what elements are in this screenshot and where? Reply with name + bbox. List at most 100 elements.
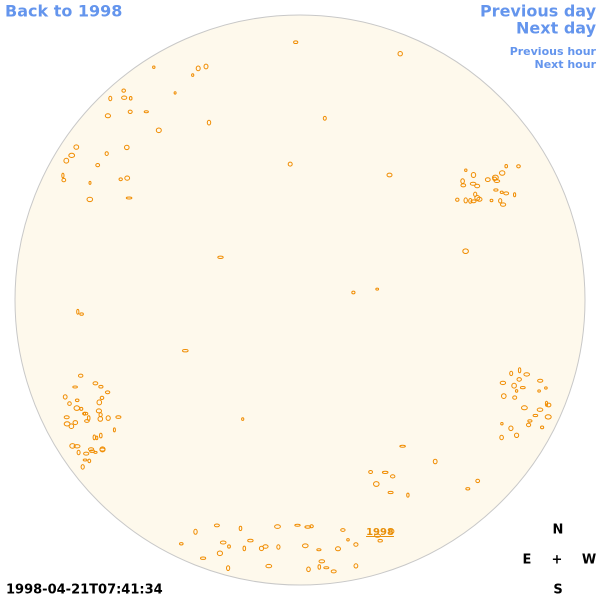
- feature: [216, 550, 223, 557]
- feature: [514, 432, 520, 438]
- feature: [489, 198, 494, 203]
- feature: [79, 406, 84, 411]
- feature: [193, 528, 198, 535]
- feature: [238, 525, 243, 532]
- feature: [523, 372, 531, 377]
- feature: [368, 470, 374, 474]
- feature: [227, 544, 231, 549]
- feature: [124, 175, 131, 181]
- feature: [287, 161, 293, 167]
- feature: [514, 389, 519, 393]
- feature: [468, 198, 473, 204]
- feature: [519, 386, 526, 390]
- feature: [517, 367, 522, 374]
- feature: [276, 544, 281, 550]
- feature: [105, 415, 111, 421]
- feature: [63, 415, 70, 420]
- feature: [465, 487, 471, 491]
- feature: [397, 51, 403, 57]
- previous-day-link[interactable]: Previous day: [480, 2, 597, 21]
- feature: [513, 192, 517, 198]
- feature: [80, 464, 85, 470]
- feature: [179, 542, 184, 546]
- feature: [499, 434, 504, 441]
- feature: [545, 402, 552, 408]
- feature: [258, 545, 265, 552]
- feature: [121, 95, 128, 100]
- feature: [304, 525, 312, 529]
- feature: [72, 420, 79, 426]
- feature: [322, 115, 327, 121]
- feature: [386, 172, 393, 178]
- feature: [335, 546, 341, 552]
- feature: [537, 389, 541, 393]
- feature: [503, 191, 510, 196]
- feature: [399, 444, 406, 448]
- feature: [375, 287, 380, 291]
- feature: [351, 290, 356, 295]
- feature: [63, 157, 70, 164]
- feature: [532, 413, 539, 418]
- feature: [124, 144, 130, 151]
- feature: [540, 425, 545, 430]
- feature: [353, 563, 359, 569]
- feature: [387, 490, 394, 495]
- next-day-link[interactable]: Next day: [516, 19, 597, 38]
- feature: [219, 540, 227, 545]
- back-link[interactable]: Back to 1998: [5, 2, 122, 21]
- feature: [544, 386, 548, 390]
- feature: [484, 177, 491, 183]
- feature: [76, 449, 81, 456]
- feature: [521, 405, 528, 411]
- feature: [476, 196, 483, 202]
- feature: [127, 109, 133, 115]
- feature: [475, 478, 481, 484]
- previous-hour-link[interactable]: Previous hour: [510, 45, 597, 58]
- magnetic-features: [61, 40, 552, 574]
- feature: [498, 198, 503, 204]
- feature: [203, 63, 209, 70]
- feature: [346, 538, 350, 542]
- feature: [377, 538, 383, 543]
- feature: [87, 458, 92, 464]
- feature: [226, 565, 231, 571]
- feature: [504, 164, 509, 169]
- feature: [469, 181, 477, 186]
- feature: [527, 419, 533, 423]
- feature: [92, 434, 97, 441]
- feature: [511, 382, 517, 389]
- feature: [95, 408, 103, 414]
- solar-disc: [14, 14, 586, 586]
- feature: [463, 197, 468, 204]
- feature: [93, 450, 98, 454]
- feature: [537, 378, 544, 383]
- feature: [92, 381, 99, 386]
- feature: [406, 492, 410, 498]
- feature: [493, 179, 501, 184]
- feature: [389, 528, 395, 534]
- feature: [67, 401, 72, 406]
- year-link[interactable]: 1998: [366, 527, 394, 538]
- feature: [323, 566, 330, 570]
- feature: [512, 395, 518, 400]
- feature: [88, 447, 95, 452]
- next-hour-link[interactable]: Next hour: [535, 58, 597, 71]
- feature: [470, 172, 477, 178]
- feature: [317, 564, 322, 570]
- feature: [99, 432, 103, 439]
- feature: [68, 423, 75, 430]
- feature: [516, 377, 522, 382]
- feature: [200, 556, 207, 560]
- feature: [316, 548, 322, 552]
- feature: [536, 407, 544, 412]
- feature: [98, 384, 104, 389]
- feature: [61, 177, 67, 183]
- feature: [516, 164, 521, 169]
- feature: [125, 196, 133, 200]
- feature: [96, 399, 103, 406]
- compass-west: W: [582, 553, 596, 568]
- feature: [340, 528, 346, 532]
- feature: [173, 91, 177, 95]
- feature: [330, 569, 337, 574]
